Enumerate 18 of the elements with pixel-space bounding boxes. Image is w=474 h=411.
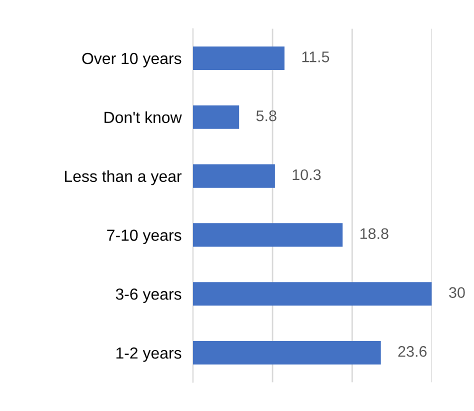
bar (192, 340, 381, 365)
y-tick-label: Over 10 years (82, 52, 182, 68)
y-tick-label: Don't know (104, 111, 182, 124)
bar (192, 164, 275, 188)
bar (192, 282, 432, 306)
data-label: 10.3 (292, 169, 321, 180)
bar (192, 105, 240, 129)
data-label: 11.5 (302, 52, 330, 62)
bar (192, 223, 343, 247)
y-tick-label: 7-10 years (107, 230, 182, 244)
y-tick-label: 1-2 years (116, 347, 182, 362)
data-label: 18.8 (360, 228, 388, 240)
data-label: 5.8 (256, 110, 276, 122)
bar (192, 46, 284, 70)
y-tick-label: 3-6 years (116, 288, 182, 303)
y-tick-label: Less than a year (65, 170, 182, 186)
data-label: 30 (449, 287, 465, 298)
data-label: 23.6 (398, 346, 427, 357)
